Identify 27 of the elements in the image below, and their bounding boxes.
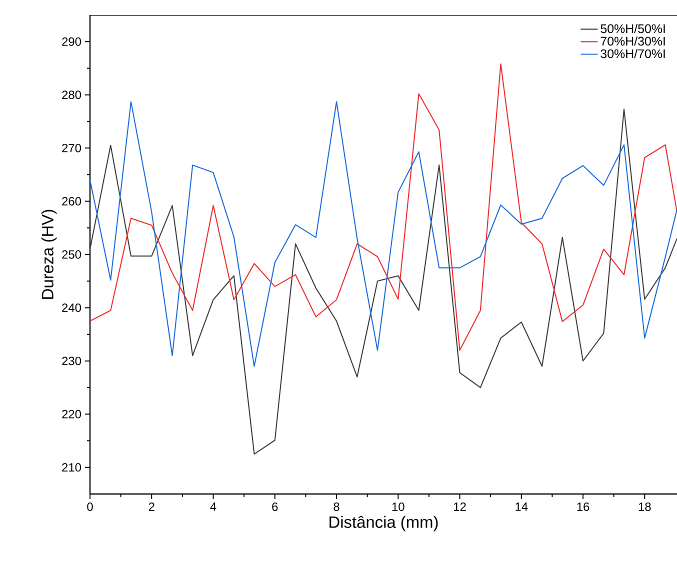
legend-label: 50%H/50%I <box>600 24 665 34</box>
x-tick-label: 18 <box>638 502 651 511</box>
line-series <box>90 108 677 455</box>
legend-label: 30%H/70%I <box>600 48 665 58</box>
x-tick-label: 0 <box>87 502 93 511</box>
x-tick-label: 4 <box>210 502 216 511</box>
y-tick-label: 270 <box>62 144 82 152</box>
y-tick-label: 240 <box>62 303 82 312</box>
x-tick-label: 16 <box>577 502 590 511</box>
line-series <box>90 63 677 351</box>
x-tick-label: 2 <box>148 502 154 511</box>
x-tick-label: 6 <box>272 502 278 511</box>
x-tick-label: 10 <box>392 502 404 511</box>
legend-label: 70%H/30%I <box>600 36 665 46</box>
y-tick-label: 280 <box>62 90 82 100</box>
y-axis-title: Dureza (HV) <box>41 210 57 299</box>
y-tick-label: 250 <box>62 250 82 259</box>
x-tick-label: 12 <box>454 502 466 511</box>
y-tick-label: 220 <box>62 410 82 418</box>
x-axis-title: Distância (mm) <box>330 516 438 532</box>
y-tick-label: 260 <box>62 197 82 206</box>
line-series <box>90 101 677 367</box>
x-tick-label: 14 <box>516 502 528 511</box>
y-tick-label: 290 <box>62 37 82 46</box>
x-tick-label: 8 <box>334 502 340 511</box>
y-tick-label: 210 <box>62 463 82 472</box>
y-tick-label: 230 <box>62 356 82 366</box>
